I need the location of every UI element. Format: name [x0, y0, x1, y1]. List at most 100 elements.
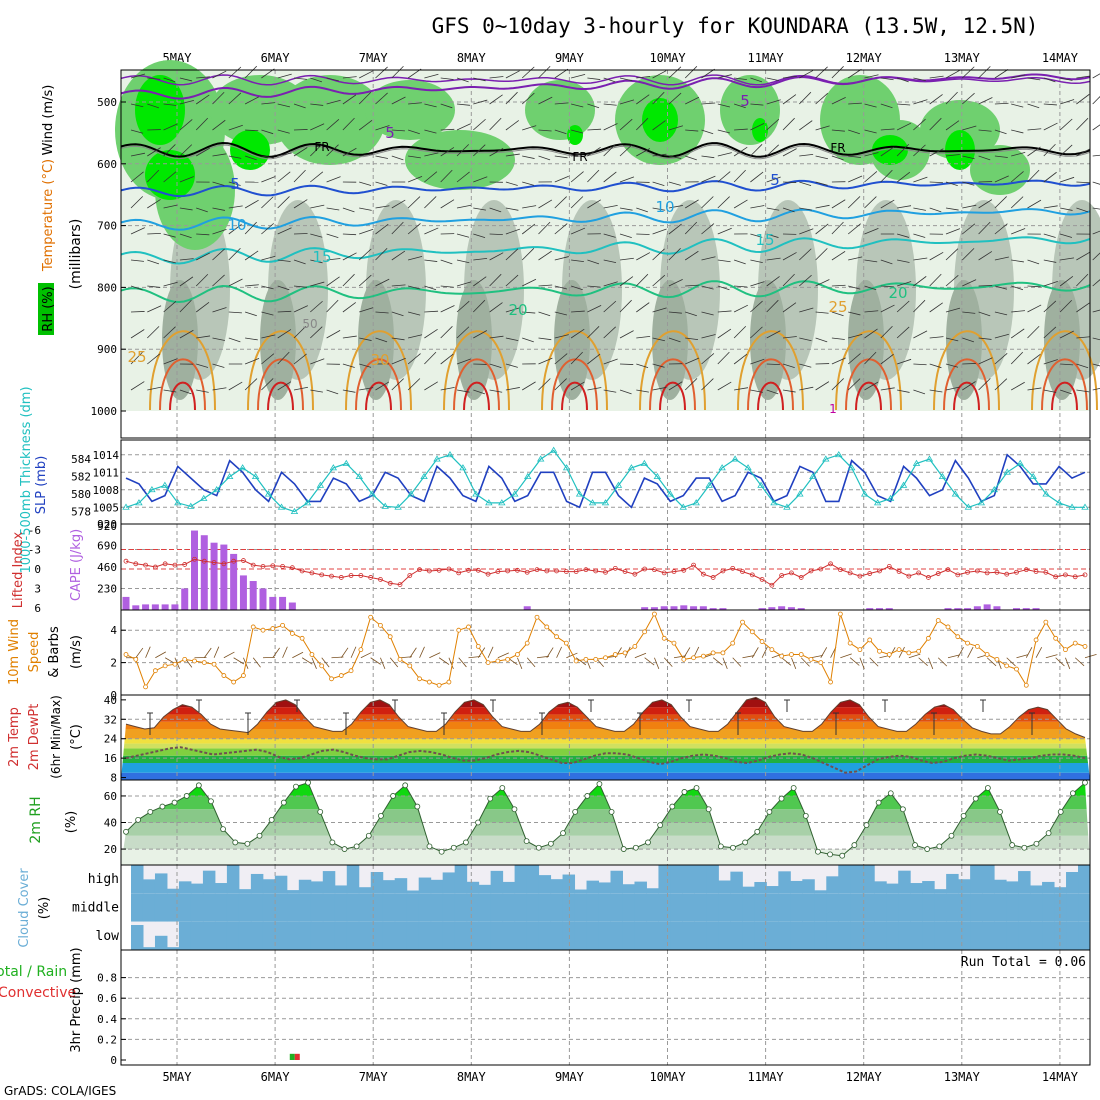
li-point: [417, 567, 422, 573]
li-point: [241, 558, 246, 563]
wind-speed-point: [299, 635, 305, 641]
thickness-line: [125, 449, 1085, 513]
wind-barb: [359, 181, 372, 186]
cloud-cell: [982, 921, 995, 950]
panel-border: [120, 949, 1091, 1066]
wind-barb: [815, 223, 829, 235]
wind-speed-point: [877, 648, 882, 654]
wind-speed-point: [358, 647, 364, 653]
thickness-point: [899, 481, 908, 488]
wind-barb: [929, 148, 944, 157]
wind-barb: [831, 251, 846, 261]
wind-barb: [375, 311, 389, 314]
wind-barb: [228, 247, 241, 261]
cloud-cell: [610, 893, 623, 922]
cloud-cell: [178, 881, 192, 894]
li-tick-label: 3: [34, 583, 41, 596]
wind-barb: [293, 199, 308, 209]
rh-blob-bright: [230, 130, 270, 170]
wind-barb: [733, 103, 746, 109]
wind-barb: [310, 123, 325, 131]
thickness-point: [601, 499, 610, 506]
wind-speed-point: [1053, 635, 1059, 641]
wind-barb: [212, 91, 225, 105]
wind-barb: [212, 274, 225, 287]
cape-bar: [1022, 608, 1030, 610]
wind-barb: [424, 227, 439, 235]
rh-point: [123, 828, 129, 835]
bottom-date-label: 13MAY: [944, 1070, 981, 1084]
cloud-cell: [262, 921, 276, 950]
wind-barb: [130, 152, 146, 157]
wind-barb: [978, 221, 991, 235]
wind-barb: [546, 647, 554, 658]
wind-barb: [897, 389, 910, 393]
wind-barb: [1076, 336, 1091, 339]
rh-point: [208, 798, 214, 805]
thickness-point: [420, 472, 428, 480]
wind-barb: [293, 147, 308, 157]
wind-barb: [130, 259, 144, 262]
rh-blob-green: [275, 75, 385, 165]
wind-barb: [526, 657, 536, 668]
wind-barb: [1084, 654, 1097, 659]
wind-barb: [489, 148, 504, 157]
cloud-cell: [814, 893, 827, 922]
wind-barb: [130, 329, 145, 339]
isotherm-20: [120, 280, 1091, 304]
wind-barb: [408, 256, 423, 261]
thickness-point: [653, 472, 662, 480]
cloud-cell: [502, 893, 516, 922]
cape-bar: [758, 608, 766, 610]
wind-barb: [913, 118, 926, 131]
contour-label: 15: [312, 248, 331, 266]
wind-barb: [1027, 285, 1041, 288]
cloud-cell: [1006, 881, 1019, 894]
axis-label: Cloud Cover: [17, 868, 32, 948]
wind-barb: [163, 358, 178, 365]
cloud-cell: [214, 883, 228, 894]
wind-barb: [195, 147, 210, 157]
wind-barb: [1011, 381, 1025, 391]
wind-barb: [799, 181, 812, 187]
rh-point: [693, 785, 700, 791]
wind-barb: [652, 386, 667, 391]
wind-barb: [750, 233, 763, 238]
wind-barb: [978, 337, 992, 340]
isotherm-35: [1051, 381, 1078, 411]
cloud-cell: [454, 893, 468, 922]
contour-label: 50: [302, 317, 317, 331]
cape-bar: [239, 575, 247, 610]
wind-speed-point: [446, 679, 452, 685]
cloud-cell: [418, 893, 432, 922]
bottom-date-labels: 5MAY 6MAY 7MAY 8MAY 9MAY 10MAY 11MAY 12MAY 13MAY…: [163, 1070, 1079, 1084]
wind-barb: [663, 657, 673, 667]
wind-barb: [685, 311, 697, 317]
wind-barb: [489, 233, 503, 235]
slp-thickness-panel-bg: [121, 440, 1090, 524]
wind-barb: [554, 285, 568, 290]
thickness-point: [225, 472, 234, 480]
wind-barb: [815, 381, 830, 391]
wind-barb: [212, 70, 227, 79]
wind-barb: [717, 227, 732, 235]
wind-barb: [456, 77, 469, 83]
wind-barb: [994, 129, 1007, 135]
wind-barb: [358, 248, 372, 261]
cape-bar: [797, 608, 805, 610]
wind-barb: [473, 118, 486, 131]
wind-speed-point: [661, 635, 667, 641]
wind-barb: [831, 284, 846, 287]
cloud-cell: [742, 893, 755, 922]
wind-barb: [391, 284, 406, 287]
rh-blob-grey: [162, 280, 198, 400]
wind-barb: [440, 77, 454, 80]
cloud-cell: [754, 921, 767, 950]
axis-label: (%): [37, 897, 52, 920]
wind-barb: [301, 657, 313, 665]
wind-barb: [228, 155, 242, 159]
axis-label: (6hr Min/Max): [49, 695, 63, 779]
wind-speed-point: [338, 673, 344, 678]
wind-speed-point: [857, 647, 863, 653]
wind-barb: [1043, 259, 1057, 263]
